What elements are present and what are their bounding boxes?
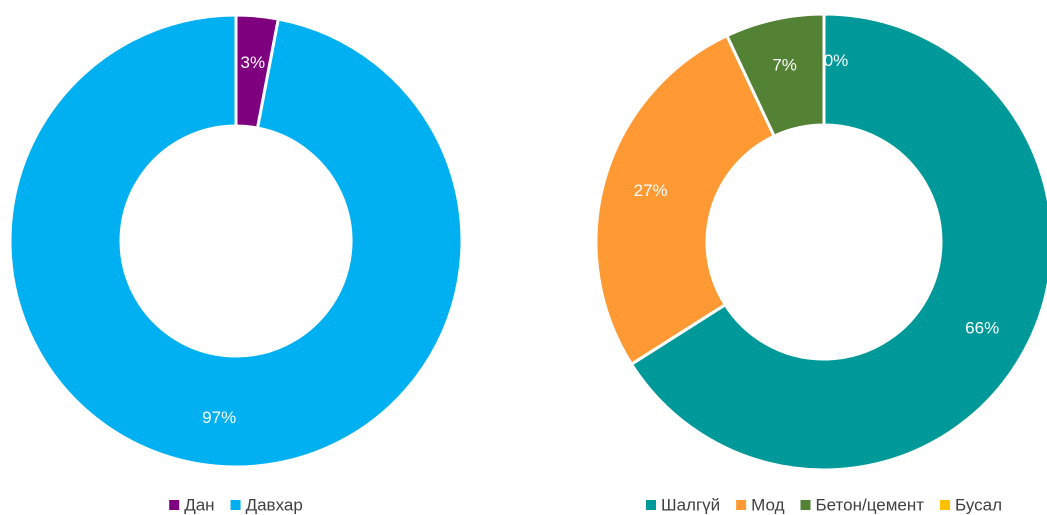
legend: Шалгүй Мод Бетон/цемент Бусал — [645, 495, 1002, 514]
legend-label: Бусал — [955, 495, 1002, 514]
legend-swatch — [645, 500, 656, 510]
slice — [594, 33, 777, 367]
legend-swatch — [800, 500, 811, 510]
legend-swatch — [230, 500, 241, 510]
legend-swatch — [940, 500, 951, 510]
data-label: 66% — [965, 318, 999, 337]
legend-label: Дан — [184, 495, 214, 514]
legend-swatch — [736, 500, 747, 510]
data-label: 27% — [634, 181, 668, 200]
slice — [629, 12, 1047, 472]
data-label: 97% — [202, 408, 236, 427]
legend-label: Давхар — [246, 495, 303, 514]
data-label: 3% — [241, 53, 266, 72]
legend-label: Шалгүй — [661, 495, 720, 514]
legend-swatch — [169, 500, 180, 510]
legend: Дан Давхар — [169, 495, 303, 514]
legend-label: Бетон/цемент — [816, 495, 925, 514]
data-label: 0% — [824, 51, 849, 70]
legend-label: Мод — [751, 495, 784, 514]
slice — [8, 13, 464, 469]
data-label: 7% — [772, 55, 797, 74]
